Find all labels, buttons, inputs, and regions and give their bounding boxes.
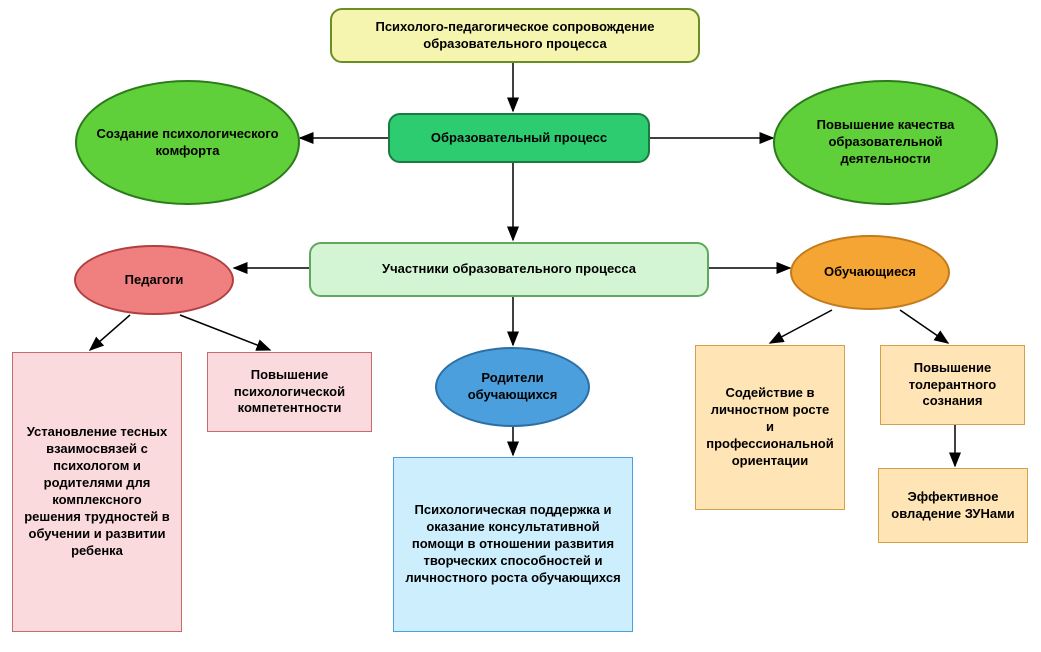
node-quality: Повышение качества образовательной деяте… [773,80,998,205]
node-tolerance: Повышение толерантного сознания [880,345,1025,425]
node-participants: Участники образовательного процесса [309,242,709,297]
node-title: Психолого-педагогическое сопровождение о… [330,8,700,63]
node-psych-support: Психологическая поддержка и оказание кон… [393,457,633,632]
node-teach-comp: Повышение психологической компетентности [207,352,372,432]
node-zun: Эффективное овладение ЗУНами [878,468,1028,543]
node-comfort: Создание психологического комфорта [75,80,300,205]
node-edu-process: Образовательный процесс [388,113,650,163]
node-teachers: Педагоги [74,245,234,315]
node-students: Обучающиеся [790,235,950,310]
node-growth: Содействие в личностном росте и професси… [695,345,845,510]
node-teach-links: Установление тесных взаимосвязей с психо… [12,352,182,632]
node-parents: Родители обучающихся [435,347,590,427]
